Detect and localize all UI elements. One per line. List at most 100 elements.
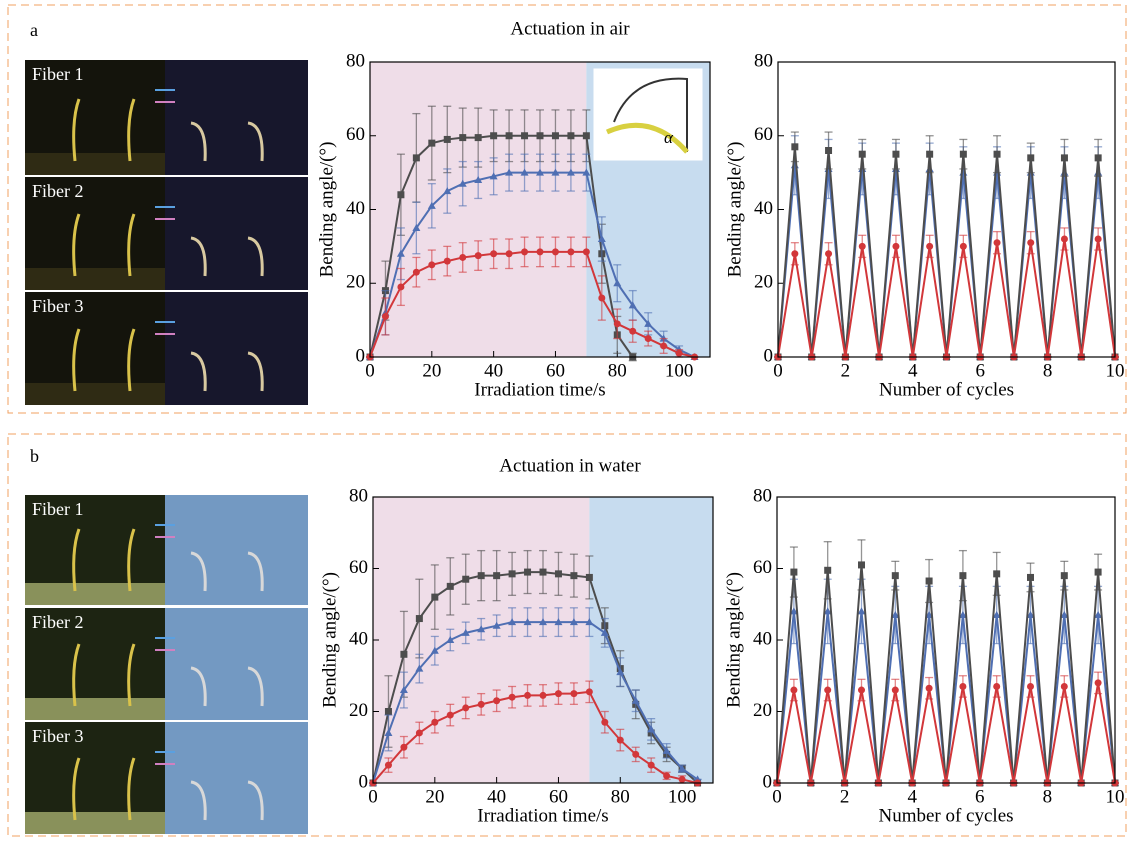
marker [647, 761, 655, 769]
x-tick-label: 6 [975, 360, 985, 381]
marker [524, 691, 532, 699]
photo-right [165, 292, 308, 405]
marker [474, 252, 482, 260]
marker [790, 161, 799, 169]
marker [823, 607, 832, 615]
x-tick-label: 6 [975, 786, 985, 807]
marker [660, 342, 668, 350]
x-tick-label: 0 [773, 360, 783, 381]
photo-label: Fiber 3 [32, 726, 84, 746]
marker [505, 168, 514, 176]
marker [993, 239, 1001, 247]
fiber [72, 757, 81, 821]
y-tick-label: 20 [754, 272, 773, 293]
marker [631, 696, 640, 704]
fiber [190, 666, 207, 707]
marker [825, 250, 833, 258]
marker [505, 132, 513, 140]
fiber [247, 666, 264, 707]
y-tick-label: 40 [349, 628, 368, 649]
inset-arc [613, 77, 688, 152]
marker [959, 150, 967, 158]
marker [477, 700, 485, 708]
marker [598, 294, 606, 302]
marker [384, 708, 392, 715]
marker [428, 261, 436, 269]
marker [415, 615, 423, 623]
marker [600, 628, 609, 636]
marker [443, 257, 451, 265]
marker [858, 150, 866, 158]
photo-right [165, 495, 308, 605]
marker [396, 249, 405, 257]
marker [891, 686, 899, 694]
marker [790, 686, 798, 694]
marker [397, 283, 405, 291]
marker [458, 179, 467, 187]
x-tick-label: 40 [484, 360, 503, 381]
fiber [190, 551, 207, 592]
marker [539, 568, 547, 576]
panel-title: Actuation in air [510, 18, 630, 39]
y-tick-label: 40 [753, 628, 772, 649]
y-tick-label: 20 [349, 700, 368, 721]
marker [678, 775, 686, 783]
x-tick-label: 100 [668, 786, 697, 807]
y-tick-label: 60 [753, 557, 772, 578]
marker [430, 646, 439, 654]
marker [992, 610, 1001, 618]
marker [824, 566, 832, 574]
fiber [127, 213, 136, 277]
panel-title: Actuation in water [499, 455, 641, 476]
x-axis-label: Number of cycles [879, 379, 1014, 400]
marker [1027, 239, 1035, 247]
x-tick-label: 20 [425, 786, 444, 807]
marker [663, 772, 671, 780]
marker [993, 150, 1001, 158]
x-tick-label: 8 [1043, 360, 1053, 381]
marker [825, 147, 833, 154]
photo-label: Fiber 2 [32, 181, 84, 201]
fiber [127, 757, 136, 821]
y-tick-label: 60 [349, 557, 368, 578]
y-tick-label: 60 [754, 124, 773, 145]
shaded-region [370, 62, 587, 357]
marker [644, 319, 653, 327]
marker [1027, 682, 1034, 690]
marker [959, 682, 967, 690]
marker [644, 335, 652, 343]
fiber [72, 98, 81, 162]
marker [505, 250, 513, 258]
photo-ground [25, 583, 165, 605]
x-tick-label: 2 [841, 360, 851, 381]
x-tick-label: 10 [1106, 786, 1125, 807]
photo-label: Fiber 2 [32, 612, 84, 632]
marker [613, 279, 622, 287]
marker [601, 718, 609, 726]
marker [508, 693, 516, 701]
fiber [247, 551, 264, 592]
fiber [190, 236, 207, 277]
fiber [72, 643, 81, 707]
y-tick-label: 20 [753, 700, 772, 721]
marker [1026, 610, 1035, 618]
marker [427, 201, 436, 209]
marker [993, 682, 1001, 690]
marker [582, 168, 591, 176]
marker [446, 582, 454, 590]
x-tick-label: 60 [546, 360, 565, 381]
fiber [247, 780, 264, 821]
marker [678, 764, 687, 772]
photo-label: Fiber 1 [32, 64, 84, 84]
marker [493, 697, 501, 705]
marker [1094, 679, 1102, 687]
x-tick-label: 10 [1106, 360, 1125, 381]
marker [400, 743, 408, 751]
x-tick-label: 20 [422, 360, 441, 381]
marker [569, 618, 578, 626]
marker [647, 725, 656, 733]
marker [539, 618, 547, 626]
marker [474, 176, 483, 183]
y-axis-label: Bending angle/(°) [316, 142, 337, 278]
y-axis-label: Bending angle/(°) [723, 572, 744, 708]
